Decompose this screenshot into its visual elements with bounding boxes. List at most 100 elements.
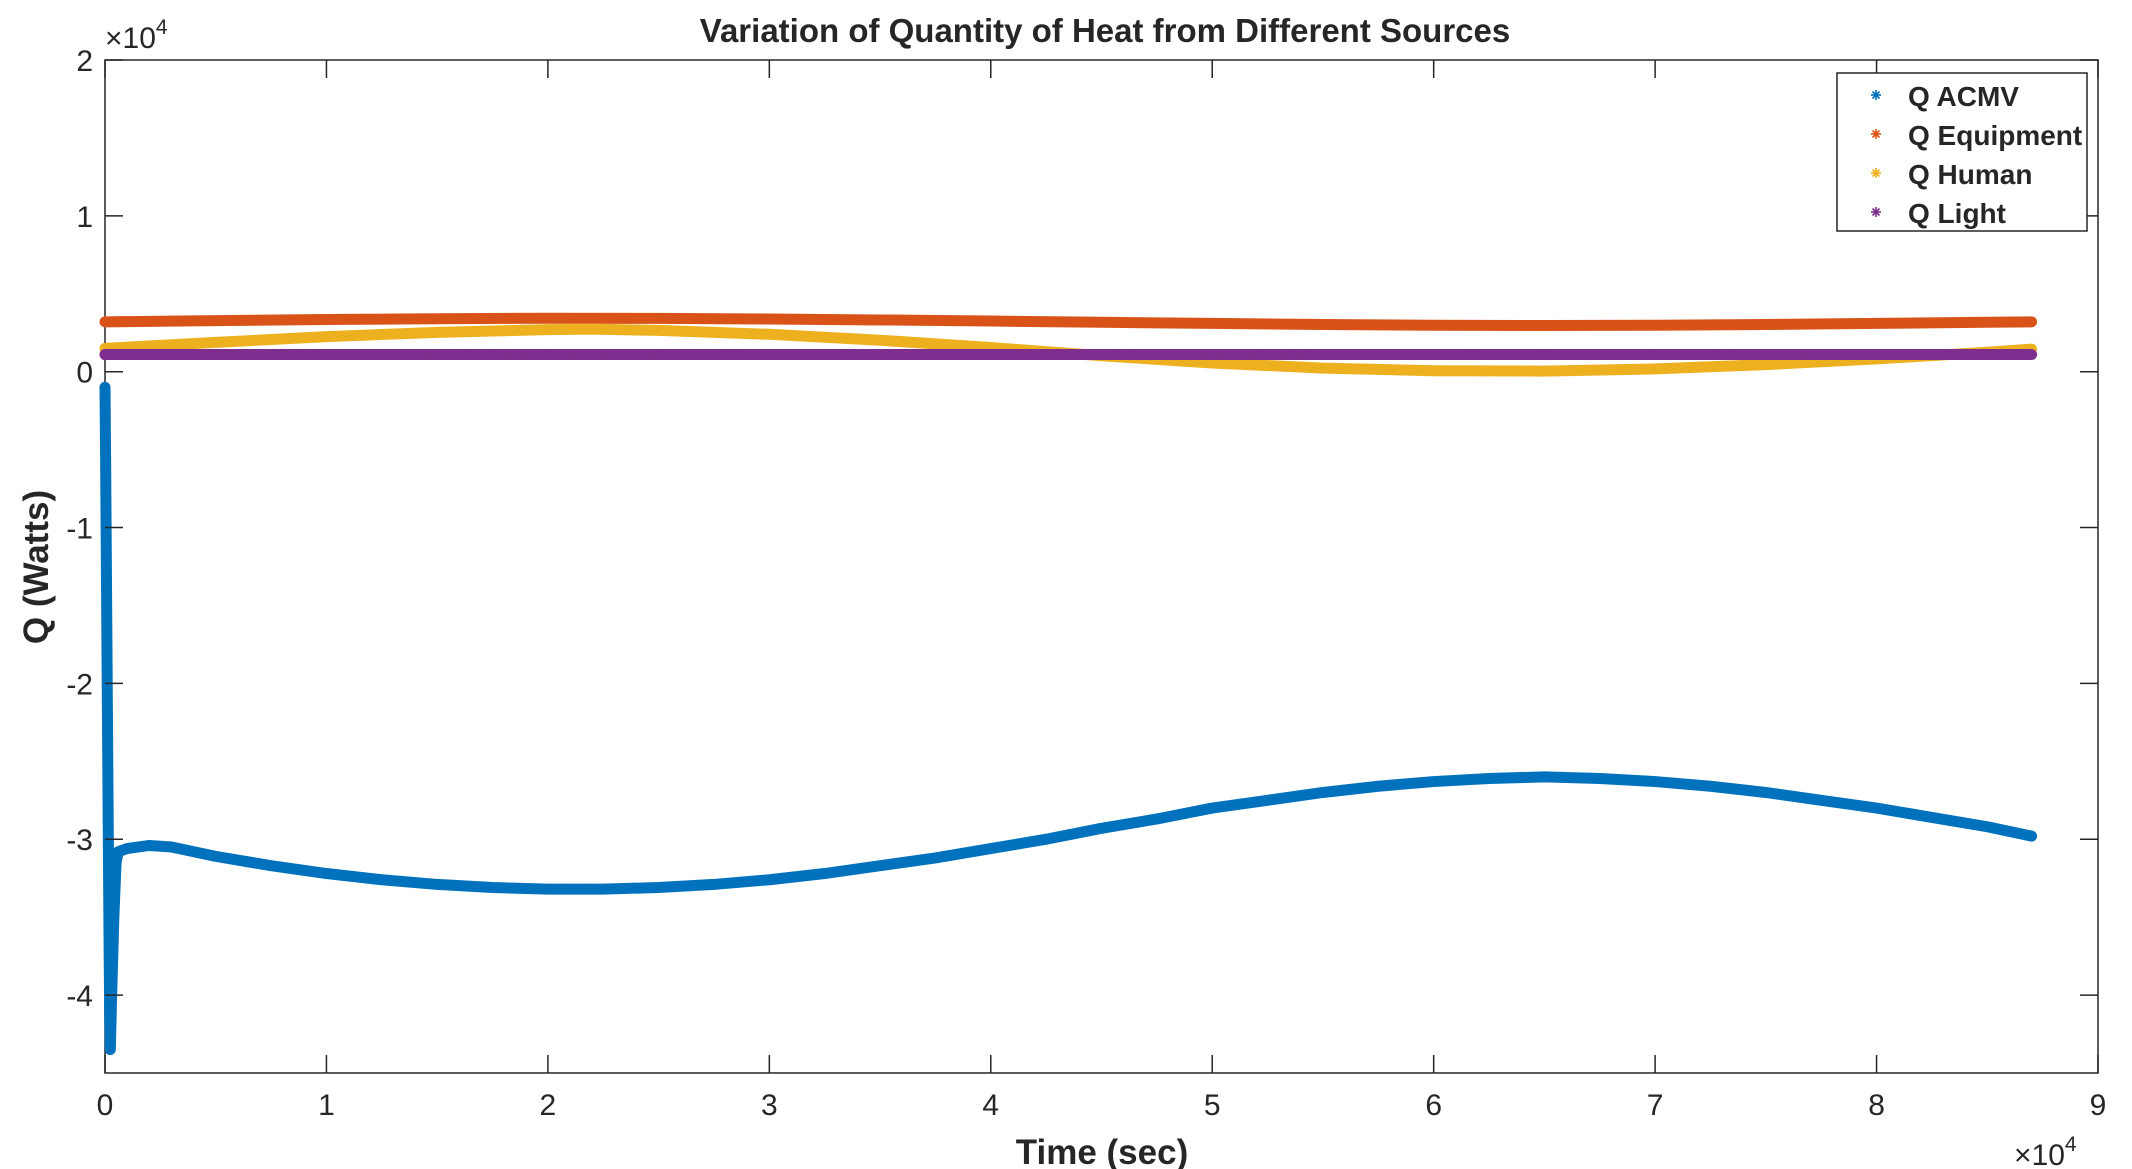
- data-point: [1207, 803, 1218, 814]
- data-point: [1729, 319, 1740, 330]
- data-point: [1317, 363, 1328, 374]
- data-point: [635, 883, 646, 894]
- data-point: [732, 349, 743, 360]
- data-point: [495, 313, 506, 324]
- data-point: [339, 870, 350, 881]
- data-point: [637, 313, 648, 324]
- data-point: [163, 349, 174, 360]
- data-point: [1681, 362, 1692, 373]
- data-point: [1336, 785, 1347, 796]
- data-point: [1317, 787, 1328, 798]
- data-point: [194, 338, 205, 349]
- data-point: [1444, 320, 1455, 331]
- data-point: [368, 349, 379, 360]
- data-point: [1940, 814, 1951, 825]
- data-point: [1191, 318, 1202, 329]
- legend-marker: [1871, 129, 1881, 139]
- data-point: [1365, 349, 1376, 360]
- data-point: [353, 330, 364, 341]
- data-point: [511, 313, 522, 324]
- data-point: [1365, 364, 1376, 375]
- data-point: [1225, 800, 1236, 811]
- data-point: [1520, 772, 1531, 783]
- data-point: [479, 326, 490, 337]
- data-point: [859, 349, 870, 360]
- data-point: [782, 872, 793, 883]
- data-point: [1017, 349, 1028, 360]
- data-point: [1776, 349, 1787, 360]
- data-point: [1571, 365, 1582, 376]
- data-point: [101, 553, 112, 564]
- data-point: [147, 349, 158, 360]
- data-point: [1902, 349, 1913, 360]
- data-point: [716, 349, 727, 360]
- data-point: [1853, 800, 1864, 811]
- data-point: [1681, 349, 1692, 360]
- data-point: [1068, 828, 1079, 839]
- data-point: [637, 349, 648, 360]
- data-point: [1885, 805, 1896, 816]
- data-point: [938, 315, 949, 326]
- data-point: [606, 349, 617, 360]
- data-point: [1665, 363, 1676, 374]
- data-point: [1665, 349, 1676, 360]
- data-point: [1808, 319, 1819, 330]
- data-point: [1839, 318, 1850, 329]
- x-tick-label: 6: [1425, 1089, 1442, 1122]
- data-point: [1950, 317, 1961, 328]
- data-point: [242, 335, 253, 346]
- data-point: [764, 874, 775, 885]
- data-point: [305, 332, 316, 343]
- data-point: [102, 787, 113, 798]
- data-point: [1128, 317, 1139, 328]
- data-point: [827, 349, 838, 360]
- data-point: [1555, 349, 1566, 360]
- data-point: [653, 882, 664, 893]
- data-point: [985, 843, 996, 854]
- data-point: [856, 863, 867, 874]
- data-point: [1668, 778, 1679, 789]
- data-point: [1001, 316, 1012, 327]
- data-point: [764, 329, 775, 340]
- data-point: [1523, 366, 1534, 377]
- data-point: [944, 850, 955, 861]
- data-point: [727, 877, 738, 888]
- data-point: [1855, 318, 1866, 329]
- x-exponent-power: 4: [2065, 1133, 2077, 1156]
- data-point: [1333, 363, 1344, 374]
- data-point: [890, 315, 901, 326]
- data-point: [1697, 362, 1708, 373]
- data-point: [1586, 365, 1597, 376]
- data-point: [1041, 834, 1052, 845]
- data-point: [1460, 320, 1471, 331]
- data-point: [107, 943, 118, 954]
- data-point: [1397, 320, 1408, 331]
- data-point: [1299, 790, 1310, 801]
- data-point: [1808, 349, 1819, 360]
- data-point: [321, 868, 332, 879]
- data-point: [1650, 776, 1661, 787]
- y-exponent-base: ×10: [105, 22, 156, 55]
- data-point: [108, 927, 119, 938]
- data-point: [572, 324, 583, 335]
- data-point: [875, 314, 886, 325]
- data-point: [1270, 319, 1281, 330]
- data-point: [1365, 319, 1376, 330]
- data-point: [1539, 771, 1550, 782]
- legend-entry: Q Equipment: [1871, 120, 2082, 151]
- data-point: [938, 349, 949, 360]
- data-point: [1373, 781, 1384, 792]
- data-point: [321, 349, 332, 360]
- data-point: [368, 329, 379, 340]
- data-point: [101, 538, 112, 549]
- data-point: [1855, 349, 1866, 360]
- x-tick-label: 4: [982, 1089, 999, 1122]
- x-tick-label: 2: [540, 1089, 557, 1122]
- data-point: [107, 974, 118, 985]
- data-point: [284, 863, 295, 874]
- data-point: [1964, 349, 1975, 360]
- data-point: [906, 337, 917, 348]
- data-point: [906, 349, 917, 360]
- data-point: [1302, 319, 1313, 330]
- data-point: [416, 328, 427, 339]
